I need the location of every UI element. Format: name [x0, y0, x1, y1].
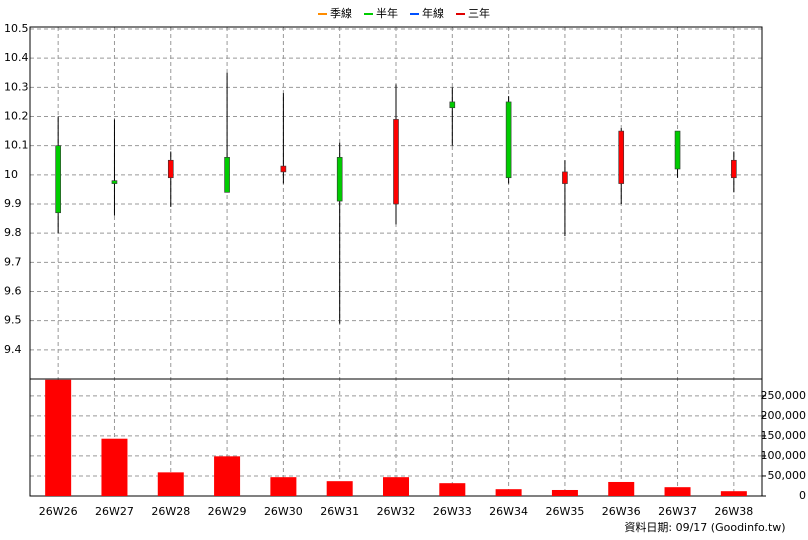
volume-bar [608, 481, 635, 496]
volume-bar [495, 489, 522, 496]
volume-bar [720, 491, 747, 496]
y-tick-label: 10 [4, 168, 18, 181]
x-tick-label: 26W26 [39, 505, 78, 518]
volume-bar [101, 438, 128, 496]
y2-tick-label: 0 [799, 489, 806, 502]
candle-body [618, 130, 625, 184]
volume-bar [214, 456, 241, 496]
y2-tick-label: 200,000 [761, 409, 807, 422]
y2-tick-label: 150,000 [761, 429, 807, 442]
legend-label: 季線 [330, 6, 352, 20]
y-tick-label: 10.1 [4, 139, 29, 152]
candle-body [111, 180, 118, 184]
y-tick-label: 10.2 [4, 110, 29, 123]
x-tick-label: 26W35 [545, 505, 584, 518]
y-tick-label: 9.8 [4, 226, 22, 239]
candle-body [505, 101, 512, 179]
y2-tick-label: 50,000 [768, 469, 807, 482]
candle-body [280, 165, 287, 173]
volume-bar [270, 477, 297, 496]
volume-bar [664, 487, 691, 496]
x-tick-label: 26W29 [208, 505, 247, 518]
y-tick-label: 9.7 [4, 255, 22, 268]
candle-body [731, 159, 737, 179]
y2-tick-label: 250,000 [761, 389, 807, 402]
x-tick-label: 26W36 [602, 505, 641, 518]
candle-body [562, 171, 568, 184]
candle-body [674, 130, 681, 170]
x-tick-label: 26W34 [489, 505, 528, 518]
y-tick-label: 9.9 [4, 197, 22, 210]
y-tick-label: 10.4 [4, 51, 29, 64]
x-tick-label: 26W33 [433, 505, 472, 518]
x-tick-label: 26W37 [658, 505, 697, 518]
candle-body [167, 159, 174, 179]
candle-body [55, 145, 61, 214]
volume-bar [45, 379, 72, 496]
y-tick-label: 9.5 [4, 314, 22, 327]
x-tick-label: 26W31 [320, 505, 359, 518]
volume-bar [326, 481, 353, 496]
y-tick-label: 10.5 [4, 22, 29, 35]
volume-bar [383, 477, 409, 496]
y2-tick-label: 100,000 [761, 449, 807, 462]
candle-body [224, 157, 230, 193]
legend-label: 年線 [422, 6, 444, 20]
legend-label: 半年 [376, 6, 398, 20]
candle-body [336, 157, 343, 202]
candle-body [449, 101, 456, 109]
legend-label: 三年 [468, 6, 490, 20]
x-tick-label: 26W38 [714, 505, 753, 518]
footnote: 資料日期: 09/17 (Goodinfo.tw) [624, 520, 785, 534]
x-tick-label: 26W27 [95, 505, 134, 518]
y-tick-label: 10.3 [4, 80, 29, 93]
candle-body [393, 119, 399, 205]
volume-bar [157, 472, 184, 496]
x-tick-label: 26W30 [264, 505, 303, 518]
y-tick-label: 9.4 [4, 343, 22, 356]
x-tick-label: 26W32 [377, 505, 416, 518]
y-tick-label: 9.6 [4, 285, 22, 298]
volume-bar [551, 489, 578, 496]
x-tick-label: 26W28 [151, 505, 190, 518]
volume-bar [439, 483, 466, 496]
